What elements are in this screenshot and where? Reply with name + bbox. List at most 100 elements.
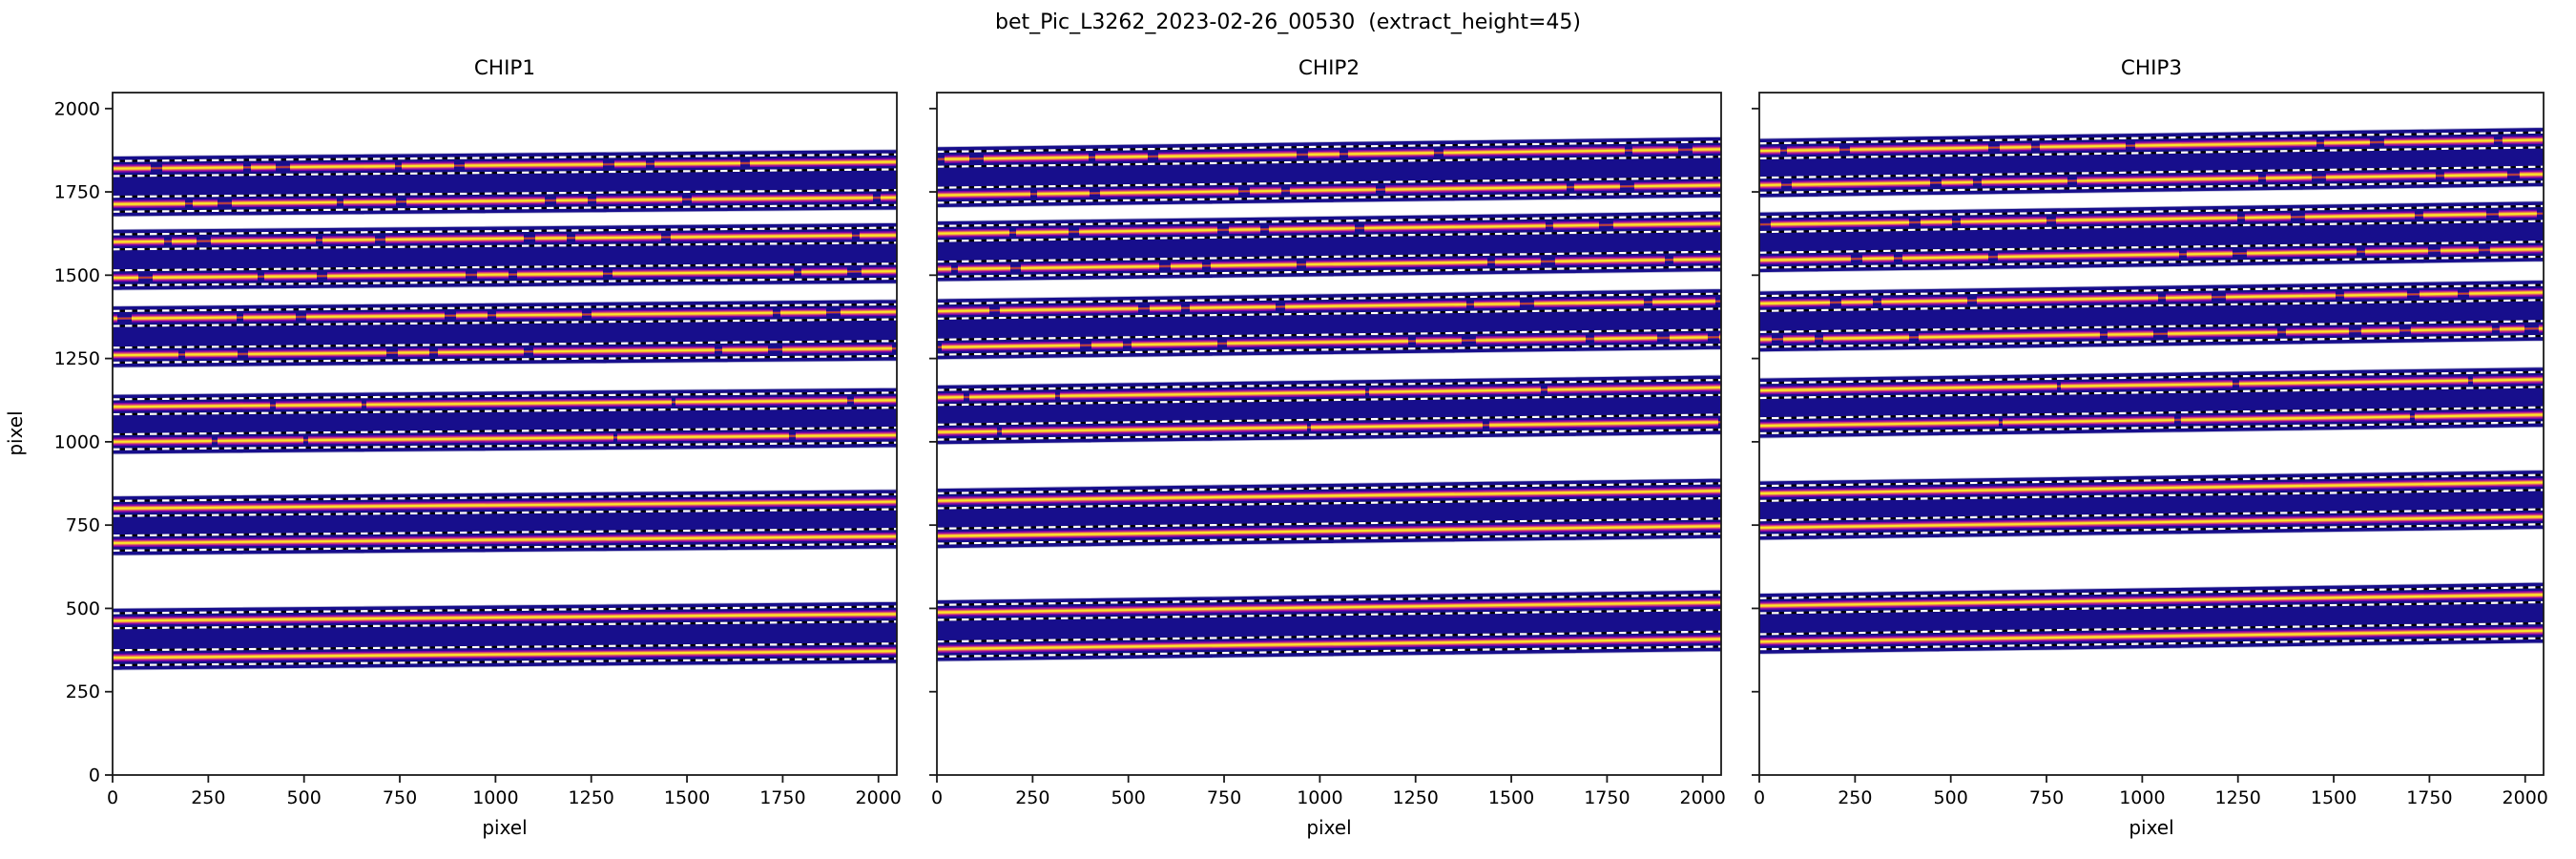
aperture-boundary-dashes <box>1758 180 2545 195</box>
x-tick-label: 1500 <box>2311 787 2357 808</box>
y-tick-label: 2000 <box>54 98 100 119</box>
aperture-boundary-dashes <box>112 642 898 652</box>
aperture-boundary-dashes <box>936 496 1722 510</box>
spectral-trace <box>112 160 898 170</box>
x-tick-label: 500 <box>287 787 322 808</box>
spectral-trace <box>1758 327 2545 341</box>
aperture-boundary-dashes <box>936 140 1722 154</box>
spectral-trace <box>1758 481 2545 494</box>
x-tick-label: 1000 <box>2119 787 2165 808</box>
aperture-boundary-dashes <box>112 542 898 552</box>
aperture-boundary-dashes <box>1758 220 2545 234</box>
aperture-boundary-dashes <box>112 241 898 251</box>
x-tick-label: 750 <box>2029 787 2064 808</box>
aperture-boundary-dashes <box>112 657 898 667</box>
aperture-boundary-dashes <box>936 191 1722 204</box>
aperture-boundary-dashes <box>936 307 1722 320</box>
aperture-boundary-dashes <box>1758 406 2545 420</box>
spectral-trace <box>1758 248 2545 262</box>
spectral-trace <box>112 535 898 544</box>
aperture-boundary-dashes <box>936 156 1722 168</box>
y-tick-label: 1500 <box>54 265 100 286</box>
spectral-trace <box>112 270 898 280</box>
spectral-trace <box>112 310 898 320</box>
subplot-title-chip3: CHIP3 <box>2120 56 2183 80</box>
aperture-boundary-dashes <box>112 508 898 517</box>
x-tick-label: 1500 <box>1488 787 1534 808</box>
y-tick-label: 0 <box>89 765 100 786</box>
aperture-boundary-dashes <box>112 189 898 199</box>
x-tick-label: 1000 <box>472 787 518 808</box>
aperture-boundary-dashes <box>112 318 898 327</box>
spectral-trace <box>936 387 1722 399</box>
spectral-trace <box>1758 515 2545 529</box>
aperture-boundary-dashes <box>1758 489 2545 502</box>
y-tick-label: 1000 <box>54 431 100 452</box>
aperture-boundary-dashes <box>936 379 1722 391</box>
aperture-boundary-dashes <box>1758 204 2545 219</box>
aperture-boundary-dashes <box>112 620 898 630</box>
spectral-trace <box>936 258 1722 270</box>
aperture-boundary-dashes <box>936 517 1722 530</box>
spectral-trace <box>1758 173 2545 187</box>
aperture-boundary-dashes <box>1758 637 2545 651</box>
y-tick-label: 250 <box>66 681 100 702</box>
aperture-boundary-dashes <box>936 645 1722 658</box>
spectral-trace <box>1758 212 2545 226</box>
x-tick-label: 1500 <box>664 787 710 808</box>
aperture-boundary-dashes <box>936 413 1722 426</box>
aperture-boundary-dashes <box>936 608 1722 621</box>
spectral-trace <box>936 222 1722 235</box>
aperture-boundary-dashes <box>112 262 898 272</box>
spectral-trace <box>1758 413 2545 428</box>
x-tick-label: 1000 <box>1297 787 1342 808</box>
y-tick-label: 500 <box>66 598 100 619</box>
spectral-trace <box>112 197 898 205</box>
axes-spine <box>112 92 898 776</box>
aperture-boundary-dashes <box>112 426 898 436</box>
aperture-boundary-dashes <box>1758 508 2545 522</box>
aperture-boundary-dashes <box>112 277 898 287</box>
aperture-boundary-dashes <box>1758 600 2545 615</box>
aperture-boundary-dashes <box>112 340 898 349</box>
subplot-title-chip1: CHIP1 <box>473 56 536 80</box>
aperture-boundary-dashes <box>936 265 1722 278</box>
aperture-boundary-dashes <box>112 153 898 162</box>
x-tick-label: 750 <box>383 787 417 808</box>
aperture-boundary-dashes <box>1758 255 2545 269</box>
x-tick-label: 1750 <box>759 787 805 808</box>
spectral-trace <box>936 601 1722 614</box>
x-tick-label: 250 <box>1838 787 1872 808</box>
x-tick-label: 500 <box>1111 787 1146 808</box>
x-axis-label-chip1: pixel <box>482 816 528 839</box>
aperture-boundary-dashes <box>112 441 898 450</box>
spectral-trace <box>936 525 1722 537</box>
aperture-boundary-dashes <box>936 429 1722 441</box>
x-tick-label: 500 <box>1934 787 1968 808</box>
spectral-trace <box>936 184 1722 197</box>
aperture-boundary-dashes <box>1758 586 2545 599</box>
aperture-boundary-dashes <box>936 630 1722 643</box>
y-tick-label: 1750 <box>54 182 100 203</box>
aperture-boundary-dashes <box>112 303 898 312</box>
subplot-title-chip2: CHIP2 <box>1298 56 1361 80</box>
aperture-boundary-dashes <box>1758 473 2545 488</box>
spectral-trace <box>1758 629 2545 643</box>
x-axis-label-chip2: pixel <box>1306 816 1352 839</box>
aperture-boundary-dashes <box>112 226 898 236</box>
spectral-trace <box>1758 291 2545 304</box>
spectral-trace <box>936 300 1722 312</box>
x-tick-label: 250 <box>1015 787 1049 808</box>
spectral-trace <box>936 638 1722 650</box>
aperture-boundary-dashes <box>936 482 1722 494</box>
aperture-boundary-dashes <box>1758 386 2545 400</box>
y-tick-label: 1250 <box>54 348 100 369</box>
y-tick-label: 750 <box>66 515 100 536</box>
spectral-trace <box>112 234 898 243</box>
aperture-boundary-dashes <box>1758 299 2545 312</box>
x-tick-label: 1250 <box>1393 787 1439 808</box>
spectral-trace <box>112 500 898 510</box>
spectral-trace <box>936 148 1722 160</box>
spectral-trace <box>112 399 898 409</box>
